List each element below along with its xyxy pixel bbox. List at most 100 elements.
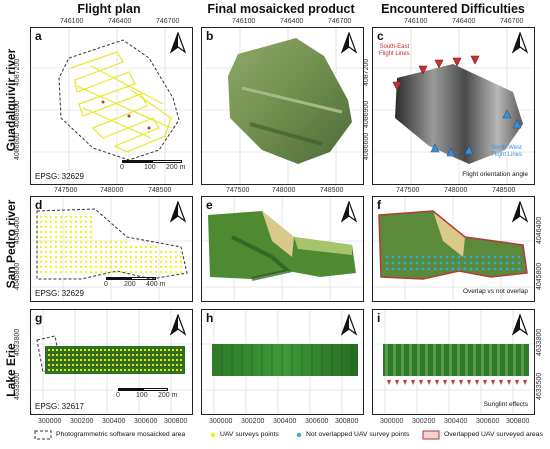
survey-point — [84, 265, 88, 269]
survey-point — [39, 265, 43, 269]
survey-point — [63, 358, 67, 362]
survey-point — [75, 348, 79, 352]
sunglint-arrow — [523, 380, 527, 385]
survey-point — [49, 240, 53, 244]
x-tick: 300400 — [273, 418, 297, 425]
survey-point — [54, 215, 58, 219]
survey-point — [511, 255, 515, 259]
survey-point — [89, 260, 93, 264]
survey-point — [397, 261, 401, 265]
survey-point — [55, 368, 59, 372]
survey-point — [131, 358, 135, 362]
survey-point — [59, 230, 63, 234]
survey-point — [39, 255, 43, 259]
survey-point — [134, 250, 138, 254]
survey-point — [69, 230, 73, 234]
panel-label: d — [35, 198, 43, 212]
panel-label: i — [377, 311, 381, 325]
survey-point — [163, 358, 167, 362]
x-tick: 300400 — [102, 418, 126, 425]
survey-point — [51, 368, 55, 372]
survey-point — [94, 250, 98, 254]
y-tick: 4086600 — [363, 132, 370, 160]
panel-f: f Overlap vs not overlap — [372, 196, 535, 302]
survey-point — [131, 368, 135, 372]
sunglint-arrow — [395, 380, 399, 385]
panel-h-mosaic — [202, 310, 363, 414]
sunglint-arrow — [443, 380, 447, 385]
survey-point — [169, 270, 173, 274]
sunglint-arrows — [387, 380, 527, 385]
survey-point — [63, 368, 67, 372]
scale-label: 100 — [136, 392, 148, 399]
survey-point — [89, 230, 93, 234]
survey-point — [64, 250, 68, 254]
survey-point — [94, 270, 98, 274]
survey-point — [445, 255, 449, 259]
survey-point — [64, 245, 68, 249]
survey-point — [517, 255, 521, 259]
scale-bar: 0 100 200 m — [116, 388, 177, 400]
survey-point — [511, 261, 515, 265]
sunglint-arrow — [403, 380, 407, 385]
survey-point — [129, 255, 133, 259]
survey-point — [131, 363, 135, 367]
x-tick: 748000 — [100, 187, 124, 194]
survey-point — [175, 358, 179, 362]
survey-point — [54, 220, 58, 224]
survey-point — [47, 358, 51, 362]
survey-point — [171, 353, 175, 357]
survey-point — [99, 348, 103, 352]
survey-point — [123, 358, 127, 362]
survey-point — [415, 261, 419, 265]
survey-point — [147, 368, 151, 372]
panel-b: b — [201, 27, 364, 185]
survey-point — [127, 348, 131, 352]
survey-point — [49, 225, 53, 229]
survey-point — [49, 265, 53, 269]
survey-point — [95, 363, 99, 367]
survey-point — [107, 363, 111, 367]
survey-point — [59, 245, 63, 249]
survey-point — [64, 225, 68, 229]
sunglint-stripe — [441, 344, 444, 376]
panel-label: c — [377, 29, 384, 43]
survey-point — [54, 270, 58, 274]
y-tick: 4086900 — [14, 100, 21, 128]
survey-point — [169, 250, 173, 254]
survey-point — [44, 255, 48, 259]
survey-point — [87, 348, 91, 352]
sunglint-arrow — [483, 380, 487, 385]
survey-point — [134, 255, 138, 259]
legend-not-overlapped: Not overlapped UAV survey points — [306, 431, 410, 438]
survey-point — [74, 220, 78, 224]
survey-point — [87, 358, 91, 362]
survey-point — [71, 358, 75, 362]
y-tick: 4086600 — [14, 132, 21, 160]
survey-point — [159, 353, 163, 357]
panel-g: g EPSG: 32617 0 100 200 m — [30, 309, 193, 415]
survey-point — [457, 267, 461, 271]
survey-point — [493, 261, 497, 265]
survey-point — [79, 245, 83, 249]
survey-point — [64, 235, 68, 239]
survey-point — [154, 270, 158, 274]
survey-point — [391, 267, 395, 271]
survey-point — [104, 260, 108, 264]
panel-label: e — [206, 198, 213, 212]
survey-point — [67, 358, 71, 362]
survey-point — [119, 255, 123, 259]
survey-point — [114, 250, 118, 254]
survey-point — [445, 267, 449, 271]
survey-point — [433, 261, 437, 265]
survey-point — [167, 358, 171, 362]
survey-point — [475, 261, 479, 265]
survey-point — [94, 260, 98, 264]
survey-point — [163, 363, 167, 367]
survey-point — [167, 363, 171, 367]
survey-point — [49, 250, 53, 254]
survey-point — [89, 235, 93, 239]
survey-point — [135, 368, 139, 372]
survey-point — [99, 353, 103, 357]
survey-point — [175, 348, 179, 352]
